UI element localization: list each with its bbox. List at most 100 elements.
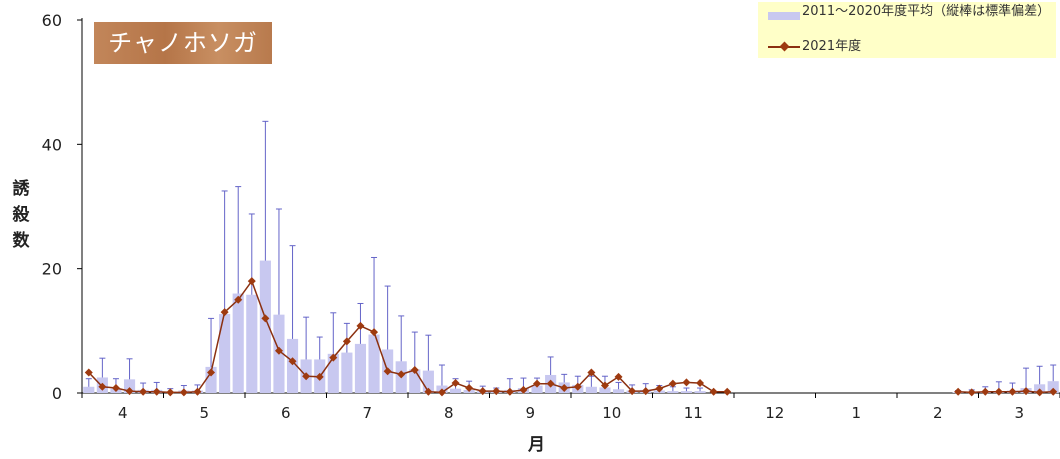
point-2021-36 [573,382,582,391]
bar-18 [327,353,339,393]
point-2021-11 [234,295,243,304]
point-2021-10 [220,308,229,317]
bar-9 [205,366,217,393]
point-2021-27 [451,379,460,388]
point-2021-6 [166,388,175,397]
month-label-4: 4 [118,404,128,422]
point-2021-5 [152,387,161,396]
bar-71 [1047,381,1059,393]
bar-19 [341,352,353,393]
point-2021-17 [315,372,324,381]
y-axis-label: 誘殺数 [8,176,34,254]
y-axis-label-char-0: 誘 [12,179,30,199]
point-2021-70 [1035,388,1044,397]
legend-diamond-marker [779,41,790,52]
point-2021-33 [533,379,542,388]
point-2021-67 [994,387,1003,396]
point-2021-39 [614,372,623,381]
point-2021-71 [1049,387,1058,396]
bar-24 [409,369,421,393]
point-2021-21 [370,328,379,337]
legend: 2011～2020年度平均（縦棒は標準偏差） 2021年度 [758,2,1056,58]
point-2021-13 [261,314,270,323]
bar-20 [354,343,367,393]
point-2021-32 [519,385,528,394]
month-label-3: 3 [1014,404,1024,422]
month-label-6: 6 [281,404,291,422]
y-tick-label-60: 60 [42,11,62,30]
bar-37 [585,386,597,393]
chart-title: チャノホソガ [94,22,272,64]
point-2021-35 [560,384,569,393]
legend-bar-swatch [768,12,800,20]
point-2021-2 [111,384,120,393]
y-axis-label-char-2: 数 [12,231,30,251]
point-2021-45 [696,379,705,388]
bar-25 [422,370,434,393]
legend-label-2021: 2021年度 [802,39,862,54]
point-2021-18 [329,353,338,362]
point-2021-16 [302,372,311,381]
month-label-12: 12 [765,404,784,422]
point-2021-34 [546,379,555,388]
point-2021-41 [641,387,650,396]
month-label-1: 1 [851,404,861,422]
point-2021-12 [247,277,256,286]
point-2021-19 [342,337,351,346]
y-tick-label-20: 20 [42,260,62,279]
point-2021-1 [98,382,107,391]
point-2021-69 [1022,387,1031,396]
y-tick-label-0: 0 [52,384,62,403]
bar-33 [531,385,543,393]
month-label-7: 7 [362,404,372,422]
point-2021-30 [492,387,501,396]
point-2021-15 [288,357,297,366]
bar-13 [259,260,271,393]
point-2021-9 [207,368,216,377]
bar-0 [83,386,95,393]
point-2021-20 [356,321,365,330]
point-2021-43 [668,379,677,388]
bar-3 [123,379,136,393]
point-2021-66 [981,387,990,396]
month-label-9: 9 [525,404,535,422]
point-2021-22 [383,367,392,376]
point-2021-0 [84,368,93,377]
bar-15 [286,338,299,393]
point-2021-7 [179,388,188,397]
month-label-5: 5 [199,404,209,422]
point-2021-23 [397,370,406,379]
point-2021-4 [139,387,148,396]
bar-45 [694,391,706,393]
x-axis-label: 月 [528,435,545,455]
bar-38 [599,387,611,393]
point-2021-37 [587,368,596,377]
point-2021-25 [424,387,433,396]
point-2021-38 [600,381,609,390]
point-2021-44 [682,378,691,387]
bar-11 [232,293,244,393]
point-2021-3 [125,387,134,396]
bar-10 [219,314,231,393]
point-2021-29 [478,387,487,396]
month-label-10: 10 [602,404,621,422]
bar-43 [667,391,679,393]
point-2021-64 [954,387,963,396]
bar-39 [612,389,625,393]
point-2021-24 [410,365,419,374]
bar-44 [680,391,693,393]
point-2021-47 [723,387,732,396]
legend-label-average: 2011～2020年度平均（縦棒は標準偏差） [802,4,1051,19]
point-2021-31 [505,387,514,396]
line-2021-segment-0 [88,279,728,394]
bar-27 [449,388,462,393]
point-2021-46 [709,387,718,396]
y-axis-label-char-1: 殺 [12,205,30,225]
point-2021-65 [967,388,976,397]
point-2021-14 [274,346,283,355]
point-2021-42 [655,384,664,393]
bar-21 [368,334,380,393]
bar-12 [246,294,258,393]
point-2021-28 [465,384,474,393]
